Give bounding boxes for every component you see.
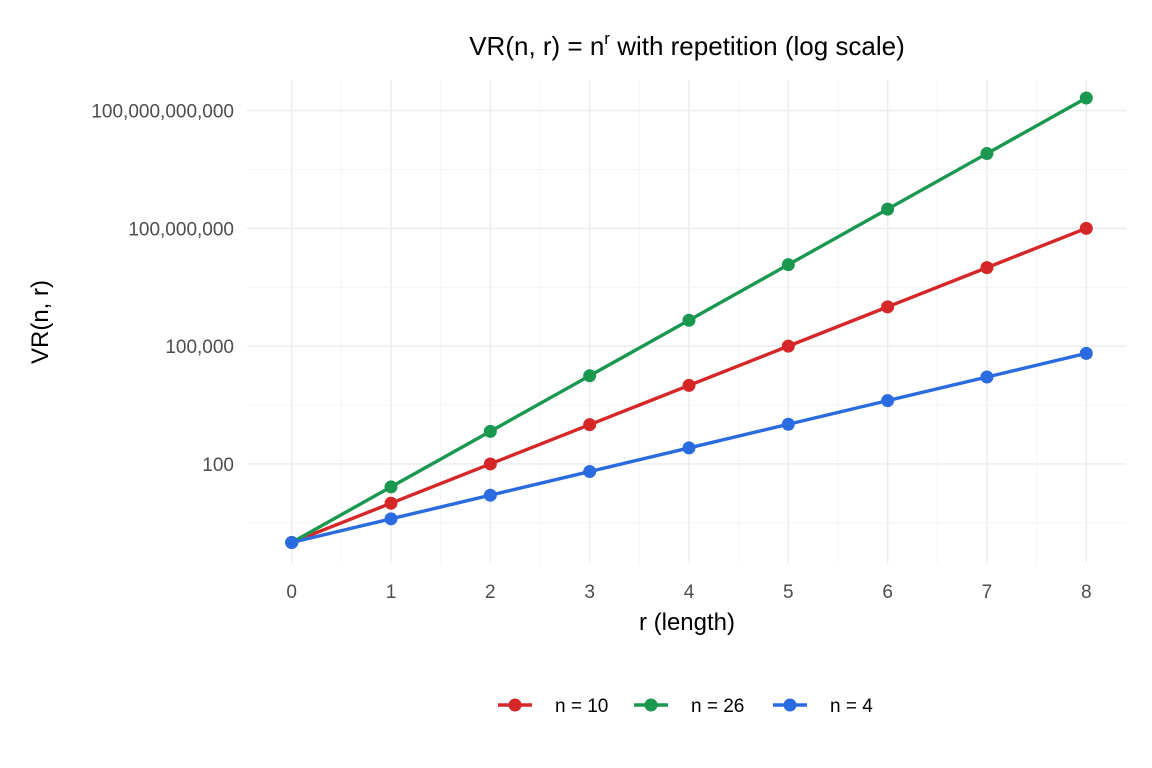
data-point [1079, 91, 1093, 105]
data-point [285, 535, 299, 549]
x-tick-label: 0 [286, 582, 297, 603]
data-point [583, 369, 597, 383]
series-group [285, 221, 1093, 549]
series-group [285, 91, 1093, 549]
data-point [384, 480, 398, 494]
y-tick-label: 100,000,000 [128, 219, 234, 240]
data-point [781, 417, 795, 431]
data-point [583, 418, 597, 432]
y-tick-label: 100,000 [165, 337, 234, 358]
legend-item: n = 26 [634, 696, 744, 717]
chart-title-suffix: with repetition (log scale) [610, 31, 905, 61]
data-point [781, 339, 795, 353]
legend-label: n = 4 [830, 696, 873, 717]
x-tick-label: 1 [386, 582, 397, 603]
data-point [980, 261, 994, 275]
data-point [980, 147, 994, 161]
legend: n = 10 n = 26 n = 4 [498, 696, 873, 717]
x-tick-label: 7 [982, 582, 993, 603]
data-point [881, 300, 895, 314]
series-group [285, 346, 1093, 549]
chart-title-superscript: r [604, 29, 610, 48]
data-point [682, 378, 696, 392]
x-tick-label: 4 [684, 582, 695, 603]
y-tick-label: 100,000,000,000 [91, 102, 234, 123]
legend-key-point [644, 698, 658, 712]
data-point [583, 465, 597, 479]
x-tick-label: 5 [783, 582, 794, 603]
data-point [682, 441, 696, 455]
chart-title: VR(n, r) = nr with repetition (log scale… [469, 29, 905, 61]
y-axis-title: VR(n, r) [27, 280, 54, 364]
grid [247, 80, 1126, 563]
data-point [881, 394, 895, 408]
legend-label: n = 10 [555, 696, 608, 717]
data-point [980, 370, 994, 384]
data-point [1079, 346, 1093, 360]
data-point [483, 424, 497, 438]
legend-key-point [508, 698, 522, 712]
x-tick-label: 6 [882, 582, 893, 603]
x-axis-ticks: 0 1 2 3 4 5 6 7 8 [286, 582, 1091, 603]
data-point [384, 512, 398, 526]
series-layer [285, 91, 1093, 549]
data-point [682, 313, 696, 327]
x-tick-label: 3 [584, 582, 595, 603]
x-tick-label: 8 [1081, 582, 1092, 603]
legend-item: n = 4 [773, 696, 873, 717]
y-tick-label: 100 [202, 455, 234, 476]
chart-title-prefix: VR(n, r) = n [469, 31, 604, 61]
legend-item: n = 10 [498, 696, 608, 717]
x-tick-label: 2 [485, 582, 496, 603]
data-point [1079, 221, 1093, 235]
y-axis-ticks: 100 100,000 100,000,000 100,000,000,000 [91, 102, 234, 476]
data-point [781, 258, 795, 272]
data-point [483, 457, 497, 471]
legend-key-point [783, 698, 797, 712]
data-point [384, 496, 398, 510]
legend-label: n = 26 [691, 696, 744, 717]
data-point [483, 488, 497, 502]
x-axis-title: r (length) [639, 609, 735, 636]
data-point [881, 202, 895, 216]
